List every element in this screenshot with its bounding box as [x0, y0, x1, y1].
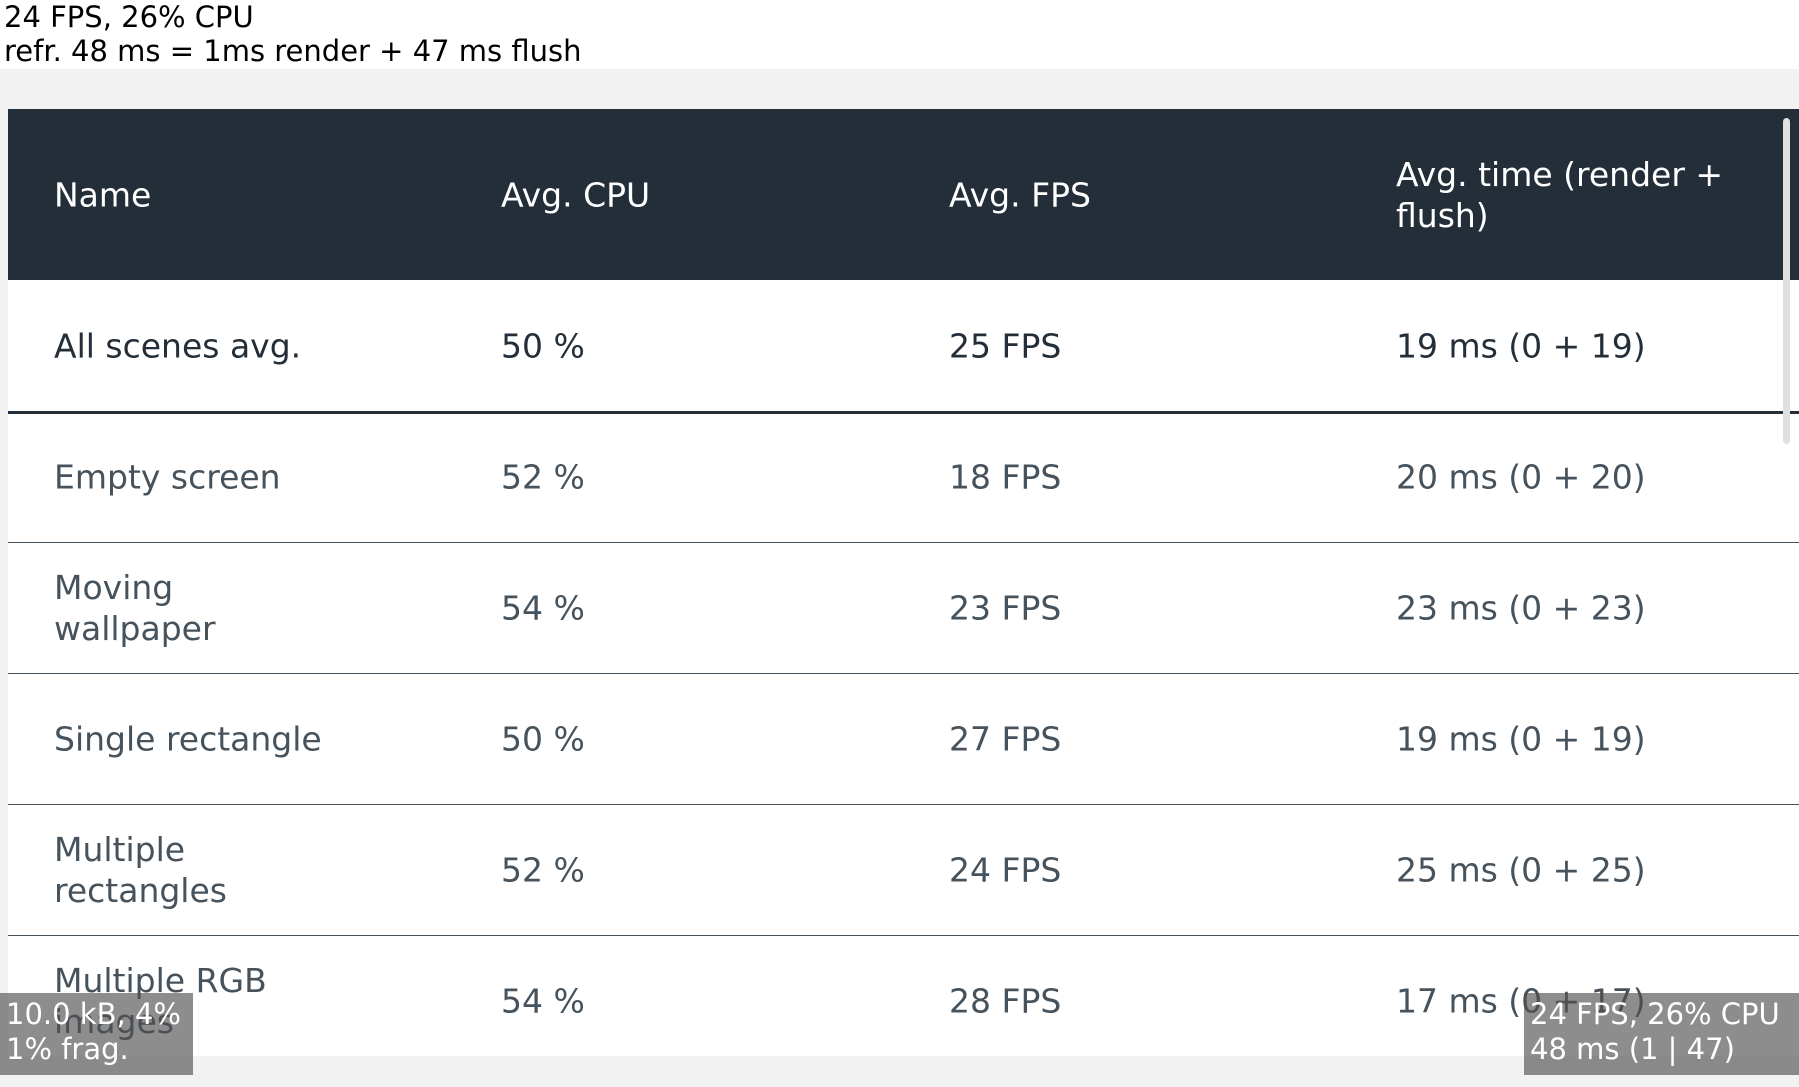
table-cell: 23 FPS	[949, 588, 1062, 627]
memory-frag: 1% frag.	[6, 1032, 129, 1066]
perf-fps: 24 FPS, 26% CPU	[1530, 997, 1780, 1031]
table-cell: 23 ms (0 + 23)	[1396, 588, 1646, 627]
table-cell: 20 ms (0 + 20)	[1396, 457, 1646, 496]
table-cell: 52 %	[501, 850, 585, 889]
perf-overlay: 24 FPS, 26% CPU 48 ms (1 | 47)	[1524, 993, 1799, 1075]
perf-time: 48 ms (1 | 47)	[1530, 1032, 1735, 1066]
header-cell: Avg. time (render + flush)	[1396, 154, 1724, 235]
header-cell: Name	[54, 175, 152, 214]
table-cell: 24 FPS	[949, 850, 1062, 889]
table-cell: 50 %	[501, 719, 585, 758]
table-cell: 25 ms (0 + 25)	[1396, 850, 1646, 889]
table-cell: 54 %	[501, 981, 585, 1020]
scrollbar[interactable]	[1783, 118, 1790, 444]
table-cell: Single rectangle	[54, 719, 322, 758]
table-row: Single rectangle 50 % 27 FPS 19 ms (0 + 19)	[8, 673, 1799, 805]
table-cell: 18 FPS	[949, 457, 1062, 496]
table-cell: 19 ms (0 + 19)	[1396, 326, 1646, 365]
table-cell: 28 FPS	[949, 981, 1062, 1020]
memory-overlay: 10.0 kB, 4% 1% frag.	[0, 993, 193, 1075]
refresh-info: refr. 48 ms = 1ms render + 47 ms flush	[4, 34, 582, 68]
table-cell: All scenes avg.	[54, 326, 302, 365]
header-cell: Avg. FPS	[949, 175, 1091, 214]
memory-usage: 10.0 kB, 4%	[6, 997, 181, 1031]
table-cell: 54 %	[501, 588, 585, 627]
table-cell: Empty screen	[54, 457, 281, 496]
table-cell: 19 ms (0 + 19)	[1396, 719, 1646, 758]
fps-info: 24 FPS, 26% CPU	[4, 0, 254, 34]
table-cell: 52 %	[501, 457, 585, 496]
header-cell: Avg. CPU	[501, 175, 651, 214]
table-row: Moving wallpaper 54 % 23 FPS 23 ms (0 + 23)	[8, 542, 1799, 674]
table-row: Empty screen 52 % 18 FPS 20 ms (0 + 20)	[8, 411, 1799, 543]
benchmark-table: Name Avg. CPU Avg. FPS Avg. time (render + …	[8, 109, 1799, 1056]
table-header: Name Avg. CPU Avg. FPS Avg. time (render + …	[8, 109, 1799, 280]
table-cell: 50 %	[501, 326, 585, 365]
table-cell: Moving wallpaper	[54, 567, 216, 648]
table-cell: Multiple rectangles	[54, 829, 227, 910]
table-cell: 25 FPS	[949, 326, 1062, 365]
table-row: Multiple rectangles 52 % 24 FPS 25 ms (0 + …	[8, 804, 1799, 936]
table-row: All scenes avg. 50 % 25 FPS 19 ms (0 + 19)	[8, 280, 1799, 414]
table-cell: 27 FPS	[949, 719, 1062, 758]
